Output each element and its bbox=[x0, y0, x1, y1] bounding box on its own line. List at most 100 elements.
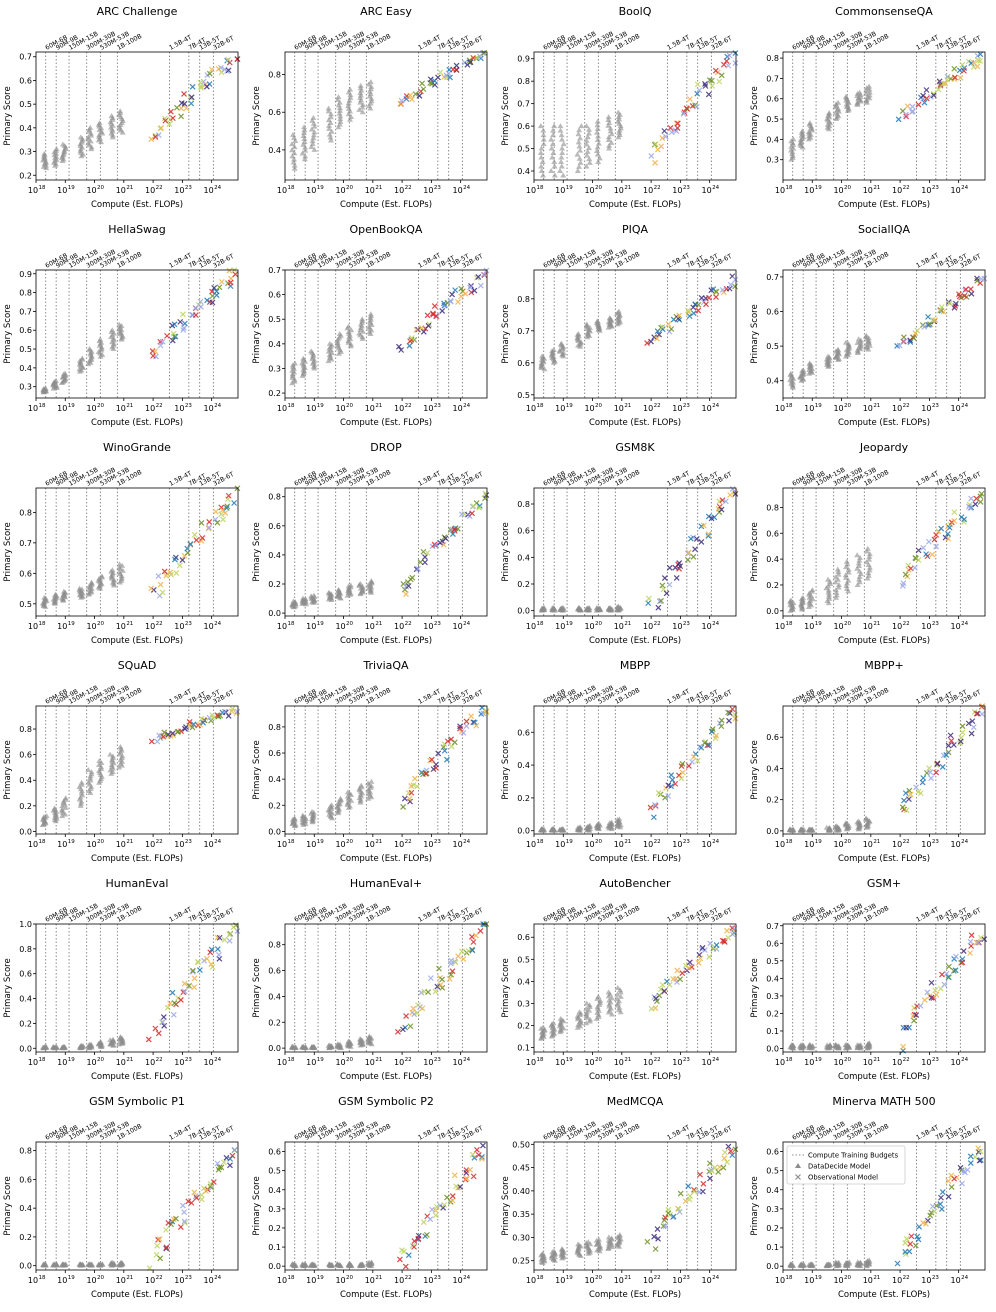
observational-point bbox=[167, 569, 174, 576]
axes-frame bbox=[533, 51, 737, 181]
datadecide-point bbox=[337, 795, 344, 801]
observational-point bbox=[226, 59, 233, 66]
x-tick-label: 10 bbox=[394, 1276, 404, 1285]
y-tick-label: 0.6 bbox=[517, 728, 530, 737]
observational-point bbox=[675, 1206, 682, 1212]
observational-point bbox=[652, 801, 658, 808]
observational-point bbox=[917, 790, 924, 797]
datadecide-point bbox=[863, 332, 870, 338]
datadecide-point bbox=[537, 123, 544, 129]
datadecide-point bbox=[854, 339, 861, 345]
observational-point bbox=[700, 522, 707, 529]
x-tick-label: 10 bbox=[672, 622, 682, 631]
observational-point bbox=[693, 103, 700, 110]
observational-point bbox=[428, 756, 435, 763]
observational-point bbox=[977, 58, 983, 64]
observational-point bbox=[431, 303, 438, 309]
observational-point bbox=[170, 1011, 177, 1018]
datadecide-point bbox=[806, 1041, 813, 1047]
observational-point bbox=[481, 49, 488, 56]
legend-label: Observational Model bbox=[808, 1174, 878, 1182]
y-tick-label: 0.5 bbox=[268, 1167, 281, 1176]
y-tick-label: 0.5 bbox=[19, 345, 32, 354]
observational-point bbox=[676, 312, 683, 319]
observational-point bbox=[440, 541, 447, 548]
observational-point bbox=[414, 783, 421, 790]
datadecide-point bbox=[594, 129, 601, 135]
x-tick-label: 10 bbox=[306, 1276, 316, 1285]
x-tick-label: 10 bbox=[394, 186, 404, 195]
chart-title: AutoBencher bbox=[599, 877, 671, 890]
datadecide-point bbox=[583, 123, 590, 129]
x-tick-label: 10 bbox=[335, 404, 345, 413]
observational-point bbox=[719, 287, 726, 293]
observational-point bbox=[915, 547, 922, 554]
datadecide-point bbox=[855, 560, 862, 566]
chart-svg: Jeopardy60M-6B90M-9B150M-15B300M-30B530M… bbox=[750, 441, 986, 646]
x-tick-exponent: 22 bbox=[405, 403, 412, 409]
observational-point bbox=[951, 1175, 958, 1182]
datadecide-point bbox=[299, 812, 306, 818]
observational-point bbox=[654, 998, 660, 1005]
x-tick-label: 10 bbox=[277, 1276, 287, 1285]
datadecide-point bbox=[289, 141, 296, 147]
observational-point bbox=[648, 338, 654, 345]
observational-point bbox=[456, 725, 463, 732]
datadecide-point bbox=[787, 370, 794, 376]
datadecide-point bbox=[326, 340, 333, 346]
datadecide-point bbox=[97, 336, 104, 342]
x-tick-label: 10 bbox=[204, 186, 214, 195]
x-tick-exponent: 19 bbox=[68, 185, 75, 191]
datadecide-point bbox=[336, 99, 343, 105]
x-tick-exponent: 19 bbox=[566, 185, 573, 191]
x-tick-exponent: 21 bbox=[126, 1275, 133, 1281]
y-tick-label: 0.3 bbox=[766, 156, 779, 165]
datadecide-point bbox=[824, 121, 831, 127]
x-tick-exponent: 21 bbox=[126, 1057, 133, 1063]
datadecide-point bbox=[97, 1039, 104, 1045]
y-tick-label: 0.5 bbox=[268, 315, 281, 324]
observational-point bbox=[727, 1148, 734, 1155]
datadecide-point bbox=[291, 165, 298, 171]
axes-frame bbox=[782, 269, 986, 399]
x-tick-label: 10 bbox=[702, 1276, 712, 1285]
chart-svg: GSM Symbolic P260M-6B90M-9B150M-15B300M-… bbox=[252, 1095, 488, 1300]
observational-point bbox=[951, 76, 958, 82]
observational-point bbox=[712, 67, 719, 74]
observational-point bbox=[933, 769, 940, 776]
observational-point bbox=[668, 772, 675, 778]
x-tick-exponent: 20 bbox=[844, 1275, 851, 1281]
x-tick-label: 10 bbox=[951, 840, 961, 849]
x-tick-label: 10 bbox=[28, 404, 38, 413]
observational-point bbox=[455, 953, 462, 960]
datadecide-point bbox=[577, 824, 584, 830]
observational-point bbox=[420, 328, 427, 335]
x-axis-label: Compute (Est. FLOPs) bbox=[340, 418, 432, 428]
observational-point bbox=[961, 65, 968, 72]
datadecide-point bbox=[301, 127, 308, 133]
datadecide-point bbox=[79, 355, 86, 361]
x-tick-label: 10 bbox=[277, 1058, 287, 1067]
observational-point bbox=[961, 516, 968, 523]
datadecide-point bbox=[800, 367, 807, 373]
datadecide-point bbox=[337, 107, 344, 113]
observational-point bbox=[930, 317, 936, 324]
x-tick-exponent: 24 bbox=[961, 1275, 968, 1281]
axes-frame bbox=[533, 705, 737, 835]
observational-point bbox=[401, 795, 408, 802]
datadecide-point bbox=[42, 158, 49, 164]
x-tick-label: 10 bbox=[555, 404, 565, 413]
observational-point bbox=[163, 1226, 169, 1233]
observational-point bbox=[727, 281, 734, 288]
y-tick-label: 0.4 bbox=[19, 364, 32, 373]
datadecide-point bbox=[560, 172, 567, 178]
datadecide-point bbox=[854, 552, 861, 558]
datadecide-point bbox=[356, 106, 363, 112]
x-axis-label: Compute (Est. FLOPs) bbox=[340, 636, 432, 646]
observational-point bbox=[911, 564, 918, 571]
y-tick-label: 0.7 bbox=[766, 922, 779, 931]
observational-point bbox=[957, 740, 963, 747]
y-tick-label: 0.7 bbox=[517, 327, 530, 336]
x-tick-exponent: 22 bbox=[654, 621, 661, 627]
